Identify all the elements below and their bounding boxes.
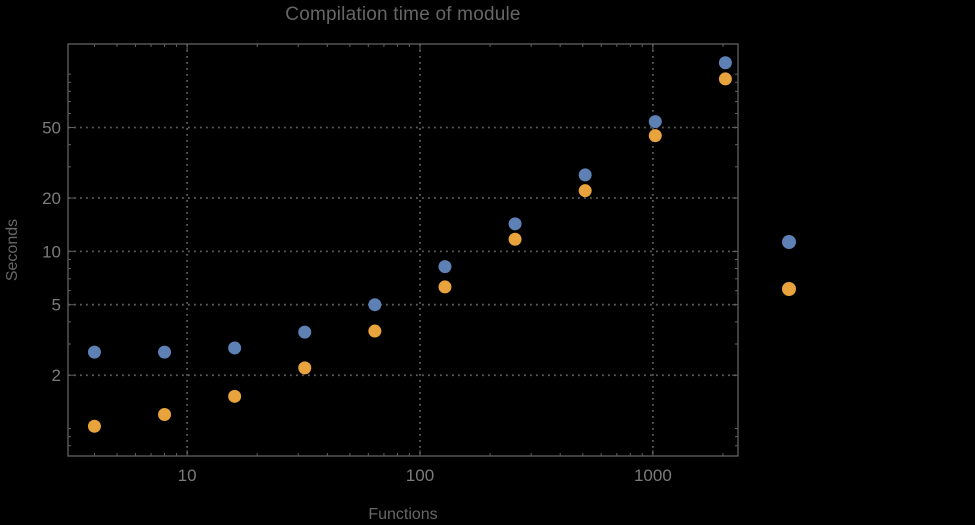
data-point-orange-series [158, 408, 172, 422]
x-tick-label: 10 [178, 466, 197, 485]
y-tick-label: 50 [42, 119, 61, 138]
x-tick-label: 100 [406, 466, 434, 485]
data-point-orange-series [718, 72, 732, 86]
x-axis-label: Functions [368, 506, 438, 523]
data-point-blue-series [228, 341, 242, 355]
data-point-blue-series [508, 217, 522, 231]
data-point-blue-series [718, 56, 732, 70]
data-point-blue-series [368, 298, 382, 312]
data-point-orange-series [298, 361, 312, 375]
data-point-blue-series [578, 168, 592, 182]
data-point-blue-series [438, 260, 452, 274]
data-point-blue-series [298, 325, 312, 339]
chart-title: Compilation time of module [285, 4, 521, 25]
y-tick-label: 5 [52, 296, 61, 315]
data-point-orange-series [438, 280, 452, 294]
legend-marker-blue-series [782, 235, 796, 249]
data-point-orange-series [648, 129, 662, 143]
data-point-blue-series [648, 115, 662, 129]
y-tick-label: 2 [52, 366, 61, 385]
y-axis-label: Seconds [4, 218, 21, 282]
data-point-orange-series [508, 232, 522, 246]
data-point-orange-series [368, 324, 382, 338]
x-tick-label: 1000 [634, 466, 672, 485]
data-point-orange-series [578, 184, 592, 198]
legend-marker-orange-series [782, 282, 796, 296]
data-point-orange-series [228, 389, 242, 403]
y-tick-label: 10 [42, 242, 61, 261]
data-point-blue-series [87, 345, 101, 359]
data-point-blue-series [158, 345, 172, 359]
y-tick-label: 20 [42, 189, 61, 208]
data-point-orange-series [87, 419, 101, 433]
plot-frame [67, 43, 739, 457]
